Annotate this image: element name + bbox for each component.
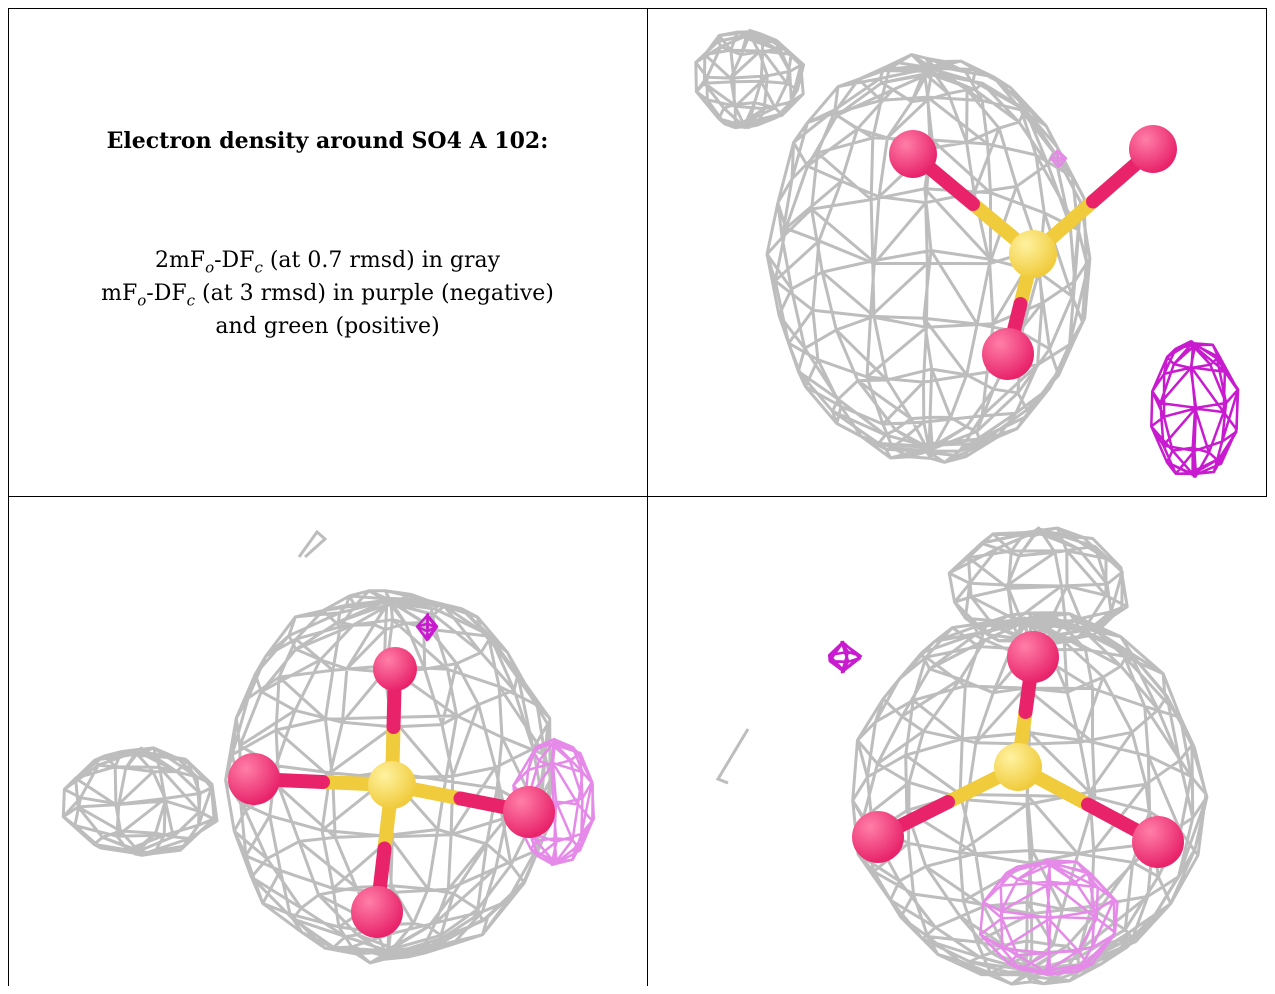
oxygen-atom-0 [1007,631,1059,683]
oxygen-atom-0 [373,647,417,691]
oxygen-atom-1 [1129,125,1177,173]
mesh-2fofc-main [765,53,1092,464]
mesh-negative-small-lines [827,640,863,674]
border-center [647,8,648,986]
mesh-negative-light-lines [978,857,1119,976]
panel-top-right [648,9,1266,496]
mesh-negative-small [1049,149,1068,169]
oxygen-atom-1 [852,811,904,863]
mesh-2fofc-lobe-lines [694,28,806,130]
mesh-negative-blob-lines [1150,340,1240,478]
oxygen-atom-3 [351,886,403,938]
mesh-2fofc-lobe [61,746,219,857]
border-right [1266,8,1267,496]
mesh-negative-small [827,640,863,674]
mesh-negative-light [978,857,1119,976]
figure-table: Electron density around SO4 A 102: 2mFo-… [8,8,1267,986]
density-view-3 [715,526,1209,986]
mesh-2fofc-lobe-lines [61,746,219,857]
caption-line-positive: and green (positive) [215,314,440,339]
mesh-negative-small [415,613,439,642]
border-left [8,8,9,986]
oxygen-atom-0 [889,130,937,178]
panel-bottom-right [648,497,1267,986]
oxygen-atom-1 [228,753,280,805]
mesh-negative-blob [1150,340,1240,478]
mesh-2fofc-fragment [297,529,328,559]
caption-description: 2mFo-DFc (at 0.7 rmsd) in gray mFo-DFc (… [8,244,647,343]
oxygen-atom-2 [982,328,1034,380]
mesh-negative-small-lines [415,613,439,642]
density-view-1 [694,28,1240,478]
panel-bottom-left [9,497,647,986]
mesh-2fofc-main-lines [765,53,1092,464]
sulfur-atom [994,743,1042,791]
density-view-2 [61,529,596,965]
border-middle [8,496,1267,497]
sulfur-atom [368,761,416,809]
oxygen-atom-2 [503,786,555,838]
caption-title: Electron density around SO4 A 102: [106,128,549,154]
caption-line-fofc: mFo-DFc (at 3 rmsd) in purple (negative) [101,281,554,310]
border-top [8,8,1267,9]
caption-cell: Electron density around SO4 A 102: 2mFo-… [8,8,647,496]
oxygen-atom-2 [1132,816,1184,868]
mesh-2fofc-lobe [694,28,806,130]
caption-line-2fofc: 2mFo-DFc (at 0.7 rmsd) in gray [154,248,501,277]
sulfur-atom [1009,230,1057,278]
mesh-2fofc-fragment [715,728,750,785]
mesh-negative-small-lines [1049,149,1068,169]
